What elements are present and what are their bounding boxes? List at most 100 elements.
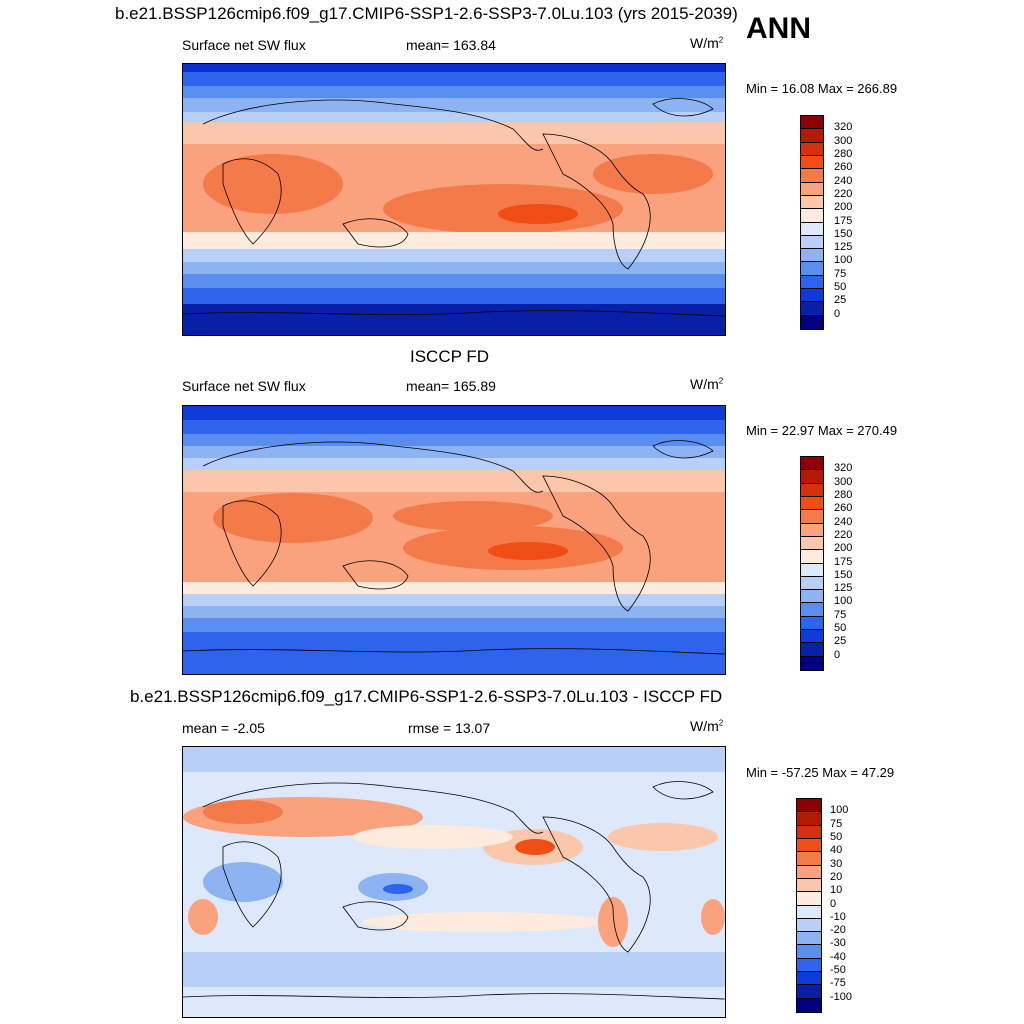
panel-3-minmax: Min = -57.25 Max = 47.29 <box>746 765 895 780</box>
colorbar-swatch <box>797 932 821 946</box>
colorbar-tick-label: 40 <box>830 844 843 857</box>
colorbar-tick-label: 50 <box>834 622 847 635</box>
colorbar-swatch <box>801 302 823 316</box>
colorbar-tick-label: 50 <box>834 281 847 294</box>
colorbar-swatch <box>797 892 821 906</box>
colorbar-swatch <box>801 496 823 511</box>
colorbar-tick-label: 260 <box>834 161 853 174</box>
colorbar-swatch <box>801 129 823 143</box>
panel-1-colorbar-labels: 320 300 280 260 240 220 200 175 150 125 100 75 50 25 0 <box>834 115 874 328</box>
colorbar-swatch <box>801 289 823 303</box>
colorbar-swatch <box>797 852 821 866</box>
panel-3-colorbar <box>796 798 822 1013</box>
colorbar-swatch <box>801 195 823 210</box>
colorbar-swatch <box>801 603 823 617</box>
colorbar-tick-label: -50 <box>830 964 846 977</box>
colorbar-tick-label: 260 <box>834 502 853 515</box>
colorbar-tick-label: 100 <box>830 804 849 817</box>
season-label: ANN <box>746 12 811 45</box>
colorbar-swatch <box>801 630 823 644</box>
colorbar-tick-label: 125 <box>834 241 853 254</box>
panel-3-colorbar-labels: 100 75 50 40 30 20 10 0 -10 -20 -30 -40 -50 -75 -100 <box>830 798 870 1011</box>
colorbar-swatch <box>801 536 823 551</box>
panel-1-units: W/m2 <box>690 35 724 51</box>
colorbar-tick-label: 100 <box>834 595 853 608</box>
colorbar-tick-label: 240 <box>834 515 853 528</box>
colorbar-swatch <box>801 550 823 564</box>
panel-3-map <box>182 746 726 1018</box>
panel-1-map <box>182 63 726 336</box>
colorbar-tick-label: 25 <box>834 635 847 648</box>
colorbar-tick-label: 240 <box>834 174 853 187</box>
colorbar-swatch <box>797 865 821 879</box>
colorbar-tick-label: 100 <box>834 254 853 267</box>
colorbar-tick-label: 150 <box>834 227 853 240</box>
colorbar-swatch <box>801 315 823 329</box>
colorbar-tick-label: 10 <box>830 884 843 897</box>
colorbar-swatch <box>797 972 821 986</box>
colorbar-swatch <box>801 576 823 591</box>
colorbar-tick-label: 20 <box>830 870 843 883</box>
colorbar-swatch <box>801 222 823 236</box>
colorbar-swatch <box>801 457 823 471</box>
colorbar-tick-label: 0 <box>830 897 837 910</box>
panel-2-map <box>182 405 726 675</box>
colorbar-swatch <box>801 275 823 290</box>
colorbar-tick-label: -100 <box>830 990 853 1003</box>
colorbar-tick-label: -20 <box>830 924 846 937</box>
colorbar-tick-label: 220 <box>834 528 853 541</box>
colorbar-swatch <box>801 483 823 497</box>
colorbar-tick-label: 200 <box>834 542 853 555</box>
colorbar-tick-label: 25 <box>834 294 847 307</box>
panel-1-minmax: Min = 16.08 Max = 266.89 <box>746 81 898 96</box>
panel-2-colorbar-labels: 320 300 280 260 240 220 200 175 150 125 100 75 50 25 0 <box>834 456 874 669</box>
colorbar-swatch <box>797 812 821 826</box>
colorbar-swatch <box>801 523 823 537</box>
colorbar-tick-label: 0 <box>834 648 841 661</box>
colorbar-swatch <box>801 262 823 276</box>
panel-3-title: b.e21.BSSP126cmip6.f09_g17.CMIP6-SSP1-2.… <box>130 687 723 706</box>
colorbar-swatch <box>801 616 823 631</box>
colorbar-swatch <box>797 799 821 813</box>
panel-2-field-label: Surface net SW flux <box>182 378 306 394</box>
colorbar-tick-label: 75 <box>834 267 847 280</box>
colorbar-tick-label: 75 <box>830 817 843 830</box>
colorbar-tick-label: 300 <box>834 475 853 488</box>
colorbar-swatch <box>801 155 823 170</box>
colorbar-tick-label: 200 <box>834 201 853 214</box>
panel-3-units: W/m2 <box>690 718 724 734</box>
colorbar-swatch <box>801 182 823 196</box>
colorbar-tick-label: 150 <box>834 568 853 581</box>
colorbar-tick-label: 320 <box>834 462 853 475</box>
colorbar-swatch <box>797 878 821 893</box>
colorbar-swatch <box>797 905 821 919</box>
panel-1-colorbar <box>800 115 824 330</box>
colorbar-swatch <box>801 235 823 250</box>
colorbar-swatch <box>797 985 821 999</box>
colorbar-swatch <box>801 470 823 484</box>
colorbar-tick-label: 220 <box>834 187 853 200</box>
colorbar-tick-label: -40 <box>830 950 846 963</box>
colorbar-swatch <box>801 590 823 604</box>
colorbar-swatch <box>801 643 823 657</box>
colorbar-tick-label: 175 <box>834 214 853 227</box>
colorbar-tick-label: 75 <box>834 608 847 621</box>
colorbar-swatch <box>801 169 823 183</box>
colorbar-tick-label: 125 <box>834 582 853 595</box>
colorbar-swatch <box>801 656 823 670</box>
panel-2-mean-label: mean= 165.89 <box>406 378 496 394</box>
colorbar-swatch <box>797 838 821 853</box>
colorbar-tick-label: -10 <box>830 910 846 923</box>
colorbar-swatch <box>797 918 821 933</box>
panel-3-rmse-label: rmse = 13.07 <box>408 720 491 736</box>
colorbar-tick-label: 300 <box>834 134 853 147</box>
colorbar-swatch <box>797 945 821 959</box>
panel-2-minmax: Min = 22.97 Max = 270.49 <box>746 423 898 438</box>
colorbar-tick-label: 0 <box>834 307 841 320</box>
colorbar-swatch <box>797 998 821 1012</box>
panel-2-colorbar <box>800 456 824 671</box>
panel-2-title: ISCCP FD <box>410 347 490 366</box>
colorbar-tick-label: -30 <box>830 937 846 950</box>
colorbar-swatch <box>797 958 821 973</box>
colorbar-tick-label: 280 <box>834 147 853 160</box>
